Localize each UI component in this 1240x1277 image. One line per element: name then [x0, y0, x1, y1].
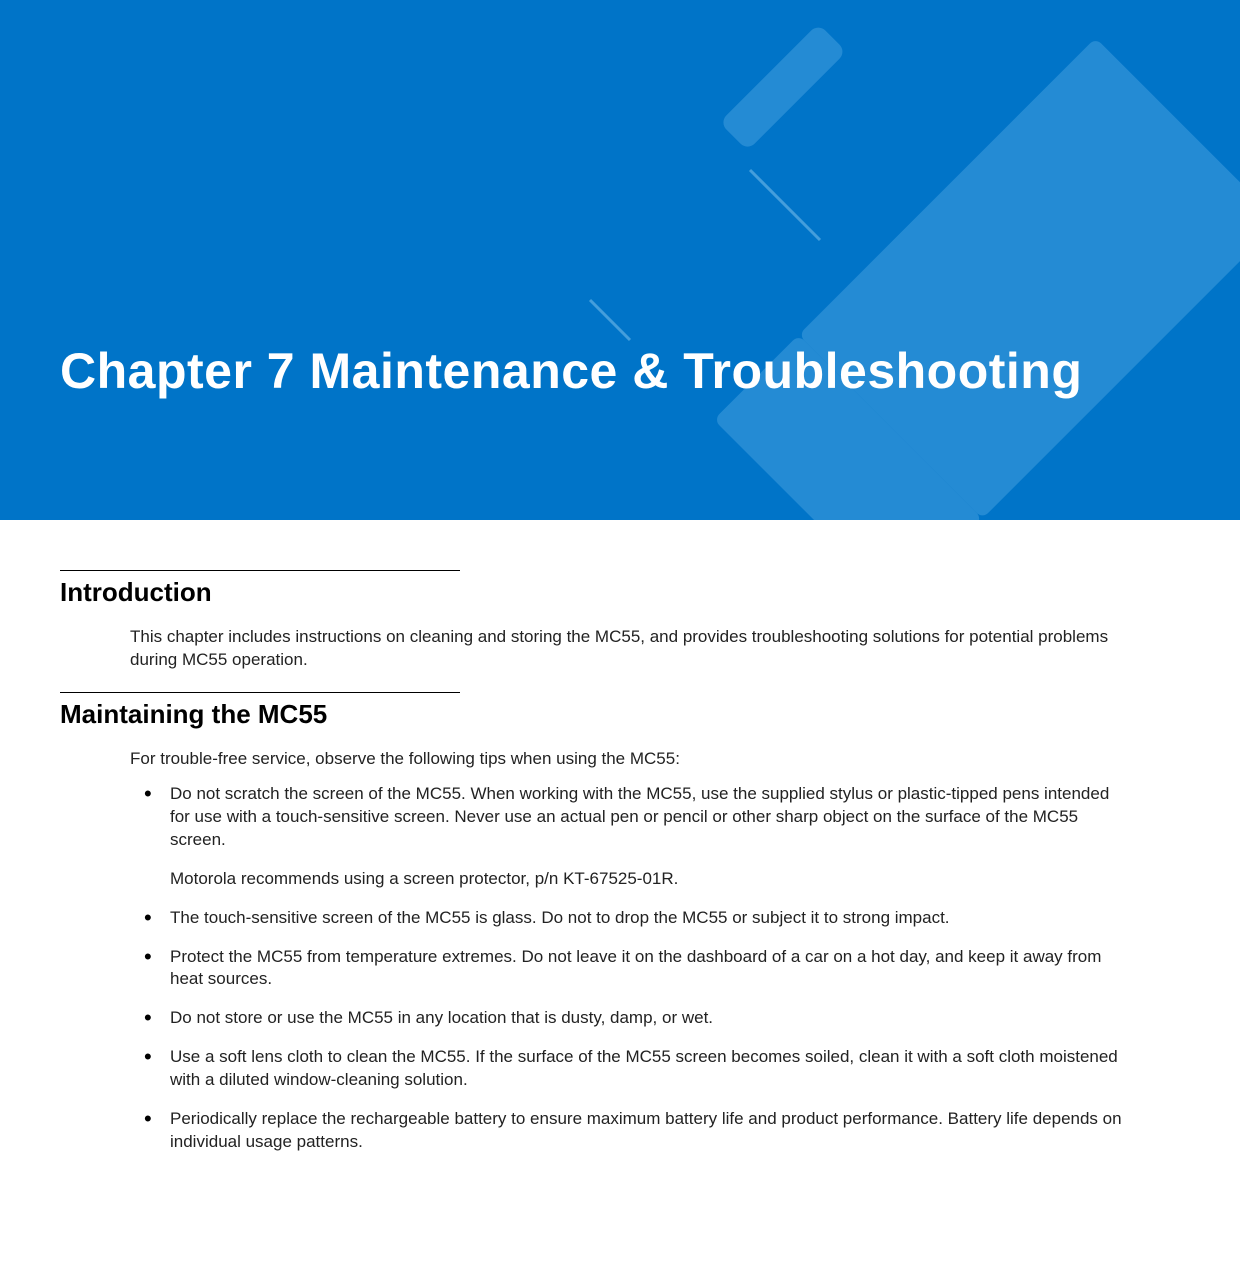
list-item: Periodically replace the rechargeable ba… [130, 1108, 1130, 1154]
page-content: Introduction This chapter includes instr… [0, 520, 1240, 1230]
tip-text: Do not scratch the screen of the MC55. W… [170, 784, 1109, 849]
list-item: Use a soft lens cloth to clean the MC55.… [130, 1046, 1130, 1092]
section-heading: Maintaining the MC55 [60, 699, 1130, 730]
list-item: Protect the MC55 from temperature extrem… [130, 946, 1130, 992]
chapter-banner: Chapter 7 Maintenance & Troubleshooting [0, 0, 1240, 520]
tip-text: Use a soft lens cloth to clean the MC55.… [170, 1047, 1118, 1089]
tip-subtext: Motorola recommends using a screen prote… [170, 868, 1130, 891]
section-lead-paragraph: For trouble-free service, observe the fo… [130, 748, 1130, 771]
section-heading: Introduction [60, 577, 1130, 608]
tip-text: Protect the MC55 from temperature extrem… [170, 947, 1101, 989]
list-item: Do not scratch the screen of the MC55. W… [130, 783, 1130, 891]
section-introduction: Introduction This chapter includes instr… [60, 570, 1130, 672]
tips-list: Do not scratch the screen of the MC55. W… [130, 783, 1130, 1154]
list-item: The touch-sensitive screen of the MC55 i… [130, 907, 1130, 930]
list-item: Do not store or use the MC55 in any loca… [130, 1007, 1130, 1030]
section-rule [60, 570, 460, 571]
chapter-title: Chapter 7 Maintenance & Troubleshooting [60, 342, 1082, 400]
tip-text: Periodically replace the rechargeable ba… [170, 1109, 1122, 1151]
section-maintaining: Maintaining the MC55 For trouble-free se… [60, 692, 1130, 1154]
section-rule [60, 692, 460, 693]
tip-text: Do not store or use the MC55 in any loca… [170, 1008, 713, 1027]
banner-decoration-icon [520, 0, 1240, 520]
intro-paragraph: This chapter includes instructions on cl… [130, 626, 1130, 672]
tip-text: The touch-sensitive screen of the MC55 i… [170, 908, 950, 927]
